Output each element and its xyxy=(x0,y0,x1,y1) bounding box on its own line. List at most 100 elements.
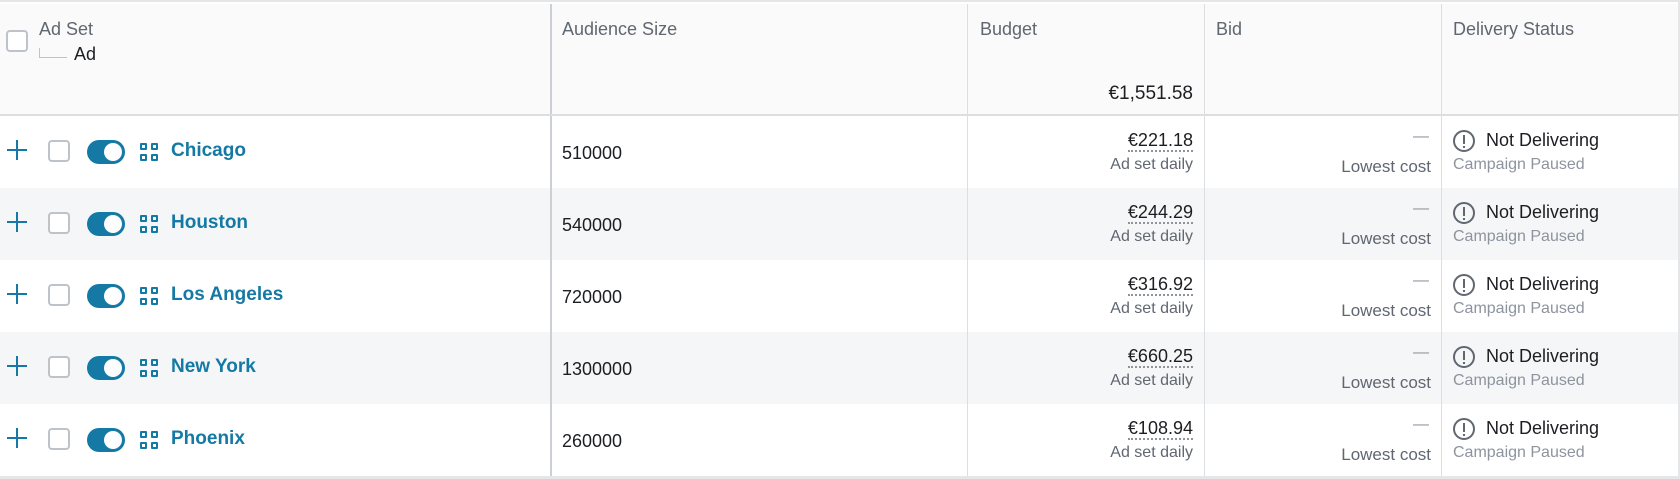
bid-value: — xyxy=(1413,200,1429,217)
toggle-on-icon[interactable] xyxy=(87,284,125,308)
bid-value: — xyxy=(1413,344,1429,361)
header-bid-label[interactable]: Bid xyxy=(1216,19,1243,39)
alert-circle-icon xyxy=(1453,202,1475,224)
header-adset-column: Ad Set Ad xyxy=(0,4,551,116)
row-checkbox[interactable] xyxy=(48,284,70,306)
toggle-knob xyxy=(104,215,122,233)
delivery-status-reason: Campaign Paused xyxy=(1453,228,1585,245)
delivery-status-reason: Campaign Paused xyxy=(1453,372,1585,389)
alert-circle-icon xyxy=(1453,274,1475,296)
budget-type: Ad set daily xyxy=(1110,156,1193,173)
adset-name-link[interactable]: Chicago xyxy=(171,140,246,161)
budget-cell: €221.18 Ad set daily xyxy=(968,116,1204,188)
tree-connector-icon xyxy=(39,48,67,58)
budget-type: Ad set daily xyxy=(1110,300,1193,317)
bid-cell: — Lowest cost xyxy=(1205,260,1441,332)
row-checkbox[interactable] xyxy=(48,212,70,234)
bid-strategy: Lowest cost xyxy=(1341,229,1431,248)
column-divider xyxy=(1204,116,1205,476)
table-row: Los Angeles 720000 €316.92 Ad set daily … xyxy=(0,260,1678,332)
header-bid-column: Bid xyxy=(1205,4,1441,116)
table-row: New York 1300000 €660.25 Ad set daily — … xyxy=(0,332,1678,404)
column-divider xyxy=(967,4,968,114)
budget-value[interactable]: €244.29 xyxy=(1127,202,1193,224)
toggle-on-icon[interactable] xyxy=(87,356,125,380)
column-divider xyxy=(550,116,552,476)
bid-strategy: Lowest cost xyxy=(1341,373,1431,392)
audience-size: 510000 xyxy=(562,143,623,163)
budget-value[interactable]: €660.25 xyxy=(1127,346,1193,368)
bid-cell: — Lowest cost xyxy=(1205,188,1441,260)
budget-value[interactable]: €316.92 xyxy=(1127,274,1193,296)
budget-value[interactable]: €108.94 xyxy=(1127,418,1193,440)
budget-cell: €660.25 Ad set daily xyxy=(968,332,1204,404)
grid-icon xyxy=(140,215,158,233)
bid-strategy: Lowest cost xyxy=(1341,301,1431,320)
plus-icon[interactable] xyxy=(7,356,27,376)
delivery-status: Not Delivering xyxy=(1486,202,1600,222)
adset-name-link[interactable]: Los Angeles xyxy=(171,284,284,305)
budget-total: €1,551.58 xyxy=(1108,83,1193,104)
budget-type: Ad set daily xyxy=(1110,372,1193,389)
audience-size: 260000 xyxy=(562,431,623,451)
bid-strategy: Lowest cost xyxy=(1341,445,1431,464)
header-ad-label: Ad xyxy=(74,44,97,64)
plus-icon[interactable] xyxy=(7,212,27,232)
bid-cell: — Lowest cost xyxy=(1205,404,1441,476)
alert-circle-icon xyxy=(1453,346,1475,368)
bid-strategy: Lowest cost xyxy=(1341,157,1431,176)
column-divider xyxy=(550,4,552,114)
plus-icon[interactable] xyxy=(7,284,27,304)
table-header: Ad Set Ad Audience Size Budget €1,551.58… xyxy=(0,4,1678,116)
bid-value: — xyxy=(1413,416,1429,433)
table-row: Houston 540000 €244.29 Ad set daily — Lo… xyxy=(0,188,1678,260)
header-audience-label[interactable]: Audience Size xyxy=(562,19,678,39)
table-row: Chicago 510000 €221.18 Ad set daily — Lo… xyxy=(0,116,1678,188)
toggle-on-icon[interactable] xyxy=(87,140,125,164)
toggle-knob xyxy=(104,431,122,449)
adset-name-link[interactable]: Houston xyxy=(171,212,249,233)
row-checkbox[interactable] xyxy=(48,140,70,162)
audience-size: 1300000 xyxy=(562,359,633,379)
bid-cell: — Lowest cost xyxy=(1205,332,1441,404)
grid-icon xyxy=(140,287,158,305)
row-checkbox[interactable] xyxy=(48,428,70,450)
grid-icon xyxy=(140,359,158,377)
budget-cell: €316.92 Ad set daily xyxy=(968,260,1204,332)
toggle-knob xyxy=(104,359,122,377)
grid-icon xyxy=(140,143,158,161)
header-delivery-label[interactable]: Delivery Status xyxy=(1453,19,1575,39)
audience-size: 540000 xyxy=(562,215,623,235)
column-divider xyxy=(1441,4,1442,114)
header-budget-column: Budget €1,551.58 xyxy=(968,4,1204,116)
header-audience-column: Audience Size xyxy=(562,4,962,116)
toggle-on-icon[interactable] xyxy=(87,428,125,452)
header-budget-label[interactable]: Budget xyxy=(980,19,1038,39)
adset-name-link[interactable]: Phoenix xyxy=(171,428,245,449)
delivery-status-reason: Campaign Paused xyxy=(1453,300,1585,317)
row-checkbox[interactable] xyxy=(48,356,70,378)
header-adset-label[interactable]: Ad Set xyxy=(39,19,94,39)
header-delivery-column: Delivery Status xyxy=(1442,4,1678,116)
delivery-status: Not Delivering xyxy=(1486,346,1600,366)
delivery-status-reason: Campaign Paused xyxy=(1453,444,1585,461)
delivery-status-reason: Campaign Paused xyxy=(1453,156,1585,173)
grid-icon xyxy=(140,431,158,449)
select-all-checkbox[interactable] xyxy=(6,30,28,52)
column-divider xyxy=(967,116,968,476)
adset-name-link[interactable]: New York xyxy=(171,356,256,377)
budget-cell: €244.29 Ad set daily xyxy=(968,188,1204,260)
delivery-status: Not Delivering xyxy=(1486,418,1600,438)
toggle-knob xyxy=(104,287,122,305)
toggle-on-icon[interactable] xyxy=(87,212,125,236)
plus-icon[interactable] xyxy=(7,140,27,160)
budget-type: Ad set daily xyxy=(1110,444,1193,461)
alert-circle-icon xyxy=(1453,418,1475,440)
toggle-knob xyxy=(104,143,122,161)
bid-cell: — Lowest cost xyxy=(1205,116,1441,188)
plus-icon[interactable] xyxy=(7,428,27,448)
column-divider xyxy=(1204,4,1205,114)
delivery-status: Not Delivering xyxy=(1486,274,1600,294)
budget-value[interactable]: €221.18 xyxy=(1127,130,1193,152)
